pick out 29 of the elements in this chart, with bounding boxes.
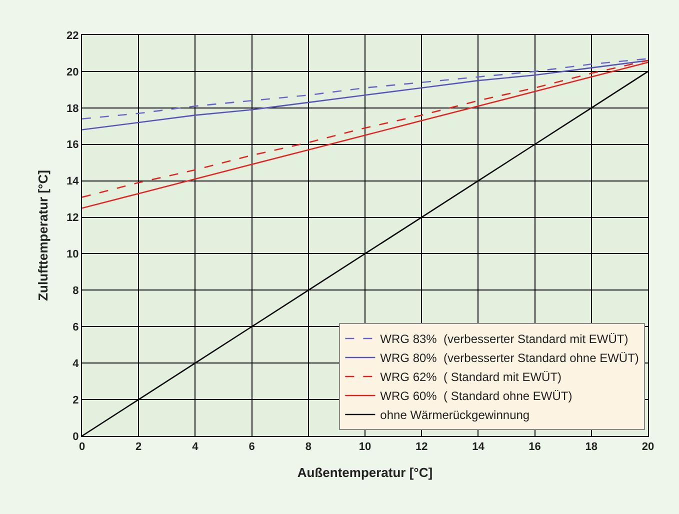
y-tick-label: 22 [66, 30, 79, 42]
x-tick-label: 20 [642, 441, 654, 454]
y-tick-label: 14 [66, 176, 80, 188]
y-tick-label: 6 [72, 321, 79, 334]
x-tick-label: 10 [358, 441, 372, 454]
y-tick-label: 18 [66, 102, 79, 115]
y-tick-label: 12 [66, 212, 79, 224]
y-tick-label: 16 [66, 139, 79, 152]
legend-label: WRG 80% (verbesserter Standard ohne EWÜT) [380, 351, 639, 366]
x-tick-label: 8 [305, 441, 312, 454]
x-tick-label: 14 [472, 441, 486, 454]
y-tick-label: 20 [66, 66, 79, 78]
legend-label: WRG 62% ( Standard mit EWÜT) [380, 370, 562, 384]
y-tick-label: 0 [72, 430, 79, 443]
y-tick-label: 8 [72, 285, 79, 298]
x-tick-label: 2 [136, 441, 142, 454]
y-tick-label: 2 [72, 394, 79, 406]
x-axis-title: Außentemperatur [°C] [297, 464, 433, 480]
x-tick-label: 12 [415, 441, 428, 454]
y-tick-label: 4 [72, 358, 80, 370]
y-axis-title: Zulufttemperatur [°C] [36, 170, 50, 301]
legend-label: WRG 83% (verbesserter Standard mit EWÜT) [380, 332, 628, 346]
legend-label: WRG 60% ( Standard ohne EWÜT) [380, 389, 572, 404]
x-tick-label: 6 [248, 441, 255, 454]
x-tick-label: 18 [585, 441, 598, 454]
y-tick-label: 10 [66, 248, 79, 261]
x-tick-label: 16 [528, 441, 541, 454]
x-tick-label: 4 [192, 441, 200, 454]
legend-label: ohne Wärmerückgewinnung [380, 408, 530, 422]
